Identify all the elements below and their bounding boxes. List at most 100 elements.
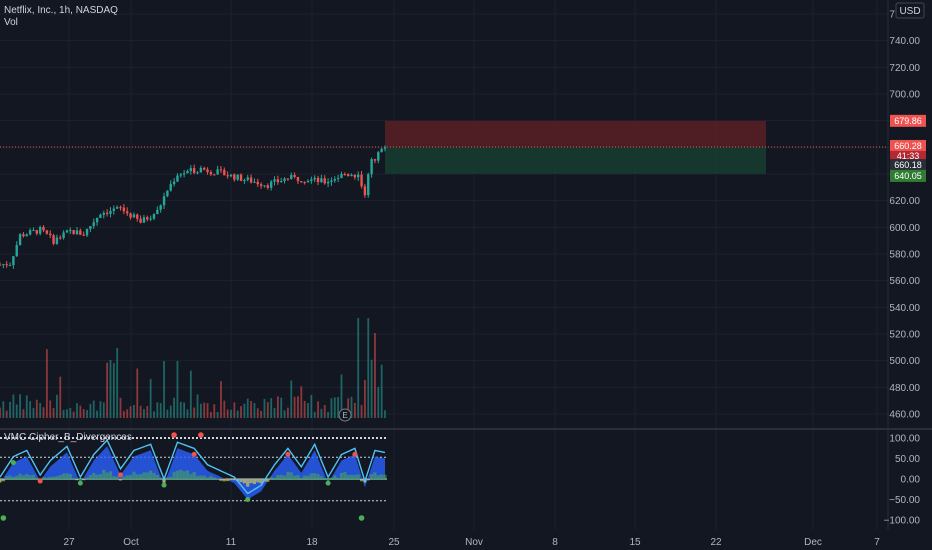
candle-body <box>380 148 383 153</box>
volume-bar <box>116 348 119 418</box>
time-tick-label: Oct <box>123 537 139 548</box>
candle-body <box>129 213 132 218</box>
volume-bar <box>2 401 5 418</box>
volume-bar <box>196 394 199 418</box>
money-flow-bar <box>259 479 263 484</box>
volume-bar <box>220 381 222 418</box>
time-tick-label: Nov <box>465 537 483 548</box>
candle-body <box>126 211 129 214</box>
money-flow-bar <box>98 474 103 480</box>
money-flow-bar <box>366 479 370 481</box>
candle-body <box>82 234 85 236</box>
volume-bar <box>216 411 219 418</box>
volume-bar <box>159 403 162 418</box>
candle-body <box>266 185 270 188</box>
candle-body <box>370 159 373 175</box>
oscillator-tick-label: 50.00 <box>895 454 920 465</box>
candle-body <box>192 168 196 173</box>
candle-body <box>72 230 75 235</box>
price-tick-label: 500.00 <box>889 356 920 367</box>
candle-body <box>159 205 162 210</box>
time-tick-label: 15 <box>629 537 641 548</box>
money-flow-bar <box>58 475 62 480</box>
candle-body <box>109 210 112 214</box>
candle-body <box>229 174 233 177</box>
volume-bar <box>42 407 45 418</box>
target-price-tag <box>890 169 926 182</box>
candle-body <box>52 235 55 244</box>
candle-body <box>353 174 357 178</box>
volume-bar <box>213 404 216 418</box>
currency-label: USD <box>899 6 920 17</box>
earnings-icon[interactable]: E <box>338 408 352 422</box>
currency-button[interactable]: USD <box>895 2 925 19</box>
volume-bar <box>310 394 313 418</box>
volume-bar <box>156 402 159 418</box>
money-flow-bar <box>333 475 337 480</box>
money-flow-bar <box>165 477 169 480</box>
money-flow-bar <box>249 479 253 484</box>
money-flow-bar <box>349 474 354 480</box>
candle-body <box>233 174 236 180</box>
time-tick-label: 22 <box>710 537 722 548</box>
candle-body <box>300 181 303 183</box>
money-flow-bar <box>65 473 69 480</box>
candle-body <box>182 173 186 175</box>
money-flow-bar <box>115 476 119 480</box>
position-zones[interactable] <box>0 120 888 174</box>
volume-bar <box>240 406 242 418</box>
volume-bar <box>270 398 273 418</box>
candle-body <box>256 181 259 185</box>
oscillator-tick-label: −100.00 <box>884 516 921 527</box>
time-axis[interactable]: 27 Oct 11 18 25 Nov 8 15 22 Dec 7 <box>63 537 880 548</box>
volume-bar <box>109 360 112 418</box>
candle-body <box>310 179 313 181</box>
money-flow-bar <box>252 479 257 485</box>
candle-body <box>330 180 333 182</box>
volume-bar <box>136 368 139 418</box>
volume-bar <box>163 361 165 418</box>
take-profit-zone[interactable] <box>385 147 766 174</box>
oscillator-tick-label: 0.00 <box>901 475 921 486</box>
time-tick-label: 8 <box>552 537 558 548</box>
entry-price-tag-text: 660.18 <box>894 160 922 170</box>
candle-body <box>360 174 363 187</box>
money-flow-bar <box>319 476 323 480</box>
money-flow-bar <box>313 473 317 480</box>
money-flow-bar <box>142 472 146 480</box>
money-flow-bar <box>51 476 56 480</box>
volume-bar <box>76 403 78 418</box>
money-flow-bar <box>336 477 340 480</box>
money-flow-bar <box>353 474 357 480</box>
candle-body <box>367 174 370 196</box>
candle-body <box>246 177 249 180</box>
candle-body <box>55 237 59 244</box>
price-tick-label: 580.00 <box>889 250 920 261</box>
candle-body <box>136 214 139 219</box>
money-flow-bar <box>199 475 203 480</box>
volume-bar <box>173 397 175 418</box>
candle-body <box>290 175 293 179</box>
volume-bar <box>380 364 383 418</box>
money-flow-bar <box>105 472 109 480</box>
candle-body <box>149 218 152 220</box>
candle-body <box>280 180 283 183</box>
stop-loss-zone[interactable] <box>385 120 766 148</box>
volume-bar <box>250 400 252 418</box>
money-flow-bar <box>132 471 136 480</box>
symbol-legend[interactable]: Netflix, Inc., 1h, NASDAQ <box>4 5 118 16</box>
money-flow-bar <box>236 479 240 481</box>
candle-body <box>373 159 377 161</box>
oscillator-legend[interactable]: VMC Cipher_B_Divergences <box>4 432 132 443</box>
volume-bar <box>307 403 309 418</box>
price-axis[interactable]: 760.00740.00720.00700.00680.00660.00640.… <box>884 10 921 527</box>
money-flow-bar <box>373 472 377 480</box>
volume-bar <box>317 401 319 418</box>
money-flow-bar <box>383 474 387 480</box>
candle-body <box>253 181 256 183</box>
entry-price-tag <box>890 159 926 172</box>
money-flow-bar <box>0 479 2 483</box>
money-flow-bar <box>272 477 277 480</box>
volume-legend[interactable]: Vol <box>4 17 18 28</box>
